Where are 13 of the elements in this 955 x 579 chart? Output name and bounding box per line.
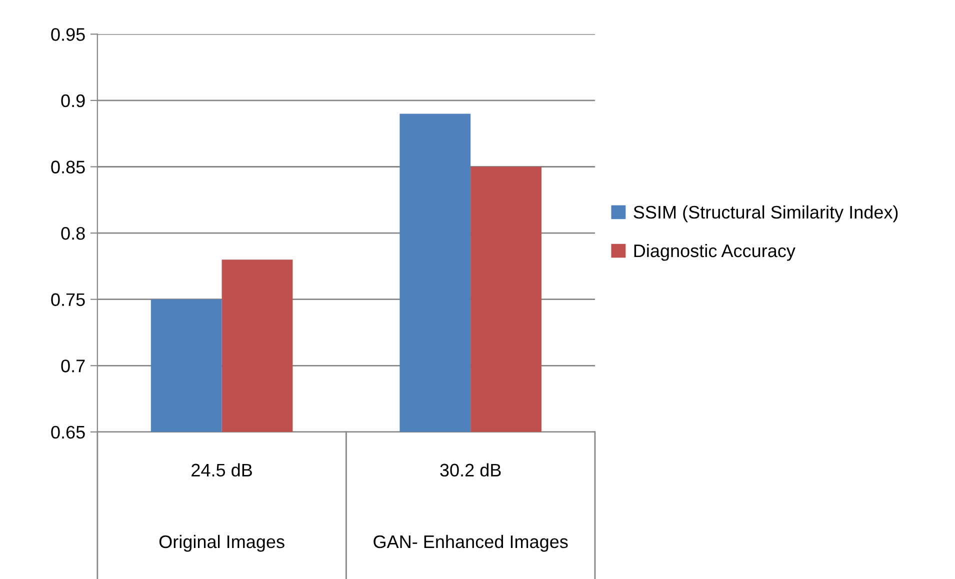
- y-tick-label: 0.95: [51, 28, 85, 41]
- legend-label: Diagnostic Accuracy: [634, 244, 796, 261]
- text: Original Images: [159, 534, 284, 552]
- y-tick-label: 0.8: [61, 226, 85, 240]
- x-tick-label: 30.2 dB: [440, 463, 501, 477]
- text: GAN- Enhanced Images: [374, 534, 568, 552]
- y-tick-label: 0.7: [61, 360, 85, 372]
- x-tick-label: 24.5 dB: [192, 463, 252, 477]
- y-tick-label: 0.65: [51, 426, 85, 439]
- y-tick-label: 0.9: [61, 94, 85, 108]
- y-tick-label: 0.85: [51, 160, 85, 174]
- legend-label: SSIM (Structural Similarity Index): [634, 205, 898, 222]
- y-tick-label: 0.75: [51, 293, 85, 306]
